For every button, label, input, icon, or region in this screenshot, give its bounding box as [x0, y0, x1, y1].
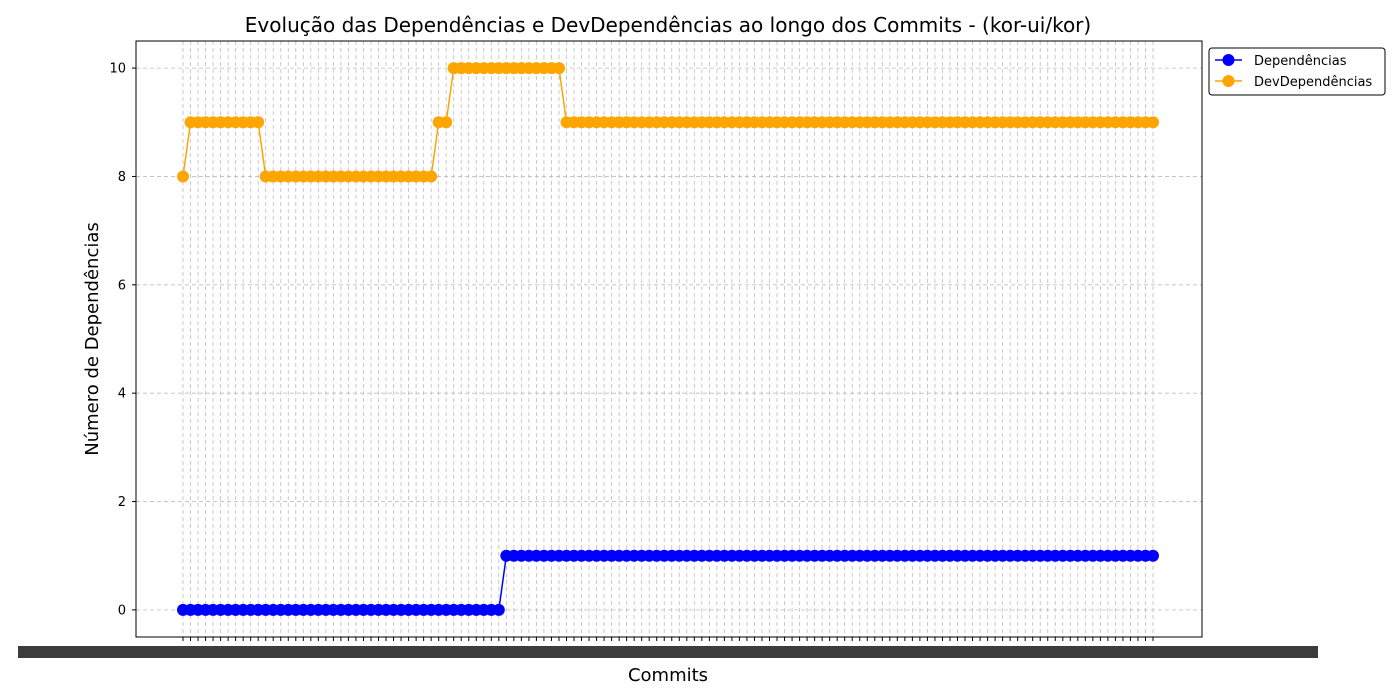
y-tick-label: 10	[109, 62, 126, 77]
legend: Dependências DevDependências	[1208, 47, 1386, 96]
series-point-devdependencias	[252, 116, 265, 129]
grid	[136, 41, 1202, 637]
y-axis-label: Número de Dependências	[82, 222, 103, 456]
legend-label-devdependencias: DevDependências	[1254, 75, 1372, 90]
y-tick-label: 6	[118, 278, 126, 293]
series-line-dependencias	[183, 554, 1153, 611]
series-point-devdependencias	[425, 170, 438, 183]
series-point-devdependencias	[552, 62, 565, 75]
series-point-dependencias	[1147, 549, 1159, 562]
x-ticks	[18, 637, 1318, 658]
series-point-devdependencias	[177, 170, 189, 183]
series-point-devdependencias	[1147, 116, 1159, 129]
plot-area	[135, 40, 1203, 638]
legend-label-dependencias: Dependências	[1254, 54, 1347, 69]
x-tick-labels-overlap	[18, 646, 1318, 658]
x-axis-label: Commits	[628, 665, 708, 686]
y-tick-label: 0	[118, 603, 126, 618]
legend-box	[1208, 47, 1386, 96]
series-layer	[177, 62, 1159, 616]
series-point-devdependencias	[440, 116, 453, 129]
y-ticks: 0 2 4 6 8 10	[109, 62, 136, 618]
legend-marker-dependencias	[1222, 54, 1235, 66]
y-tick-label: 4	[118, 387, 126, 402]
chart-title: Evolução das Dependências e DevDependênc…	[245, 13, 1091, 37]
y-tick-label: 8	[118, 170, 126, 185]
y-tick-label: 2	[118, 495, 126, 510]
series-point-dependencias	[492, 603, 505, 616]
legend-marker-devdependencias	[1222, 75, 1235, 87]
